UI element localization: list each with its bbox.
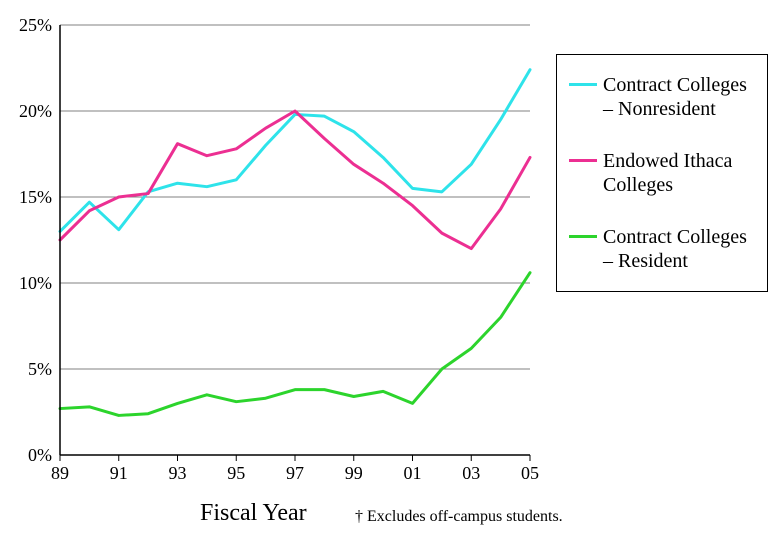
legend-swatch bbox=[569, 159, 597, 162]
legend-swatch bbox=[569, 83, 597, 86]
series-endowed bbox=[60, 111, 530, 249]
legend-entry: Contract Colleges – Resident bbox=[569, 225, 755, 273]
x-tick-label: 95 bbox=[227, 463, 245, 483]
x-axis-title: Fiscal Year bbox=[200, 500, 307, 527]
x-tick-label: 99 bbox=[345, 463, 363, 483]
x-tick-label: 93 bbox=[169, 463, 187, 483]
y-tick-label: 15% bbox=[19, 187, 52, 207]
x-tick-label: 91 bbox=[110, 463, 128, 483]
x-tick-label: 05 bbox=[521, 463, 539, 483]
y-tick-label: 20% bbox=[19, 101, 52, 121]
legend-swatch bbox=[569, 235, 597, 238]
y-tick-label: 5% bbox=[28, 359, 52, 379]
footnote: † Excludes off-campus students. bbox=[355, 508, 563, 526]
legend: Contract Colleges – Nonresident Endowed I… bbox=[556, 54, 768, 292]
x-tick-label: 03 bbox=[462, 463, 480, 483]
legend-entry: Contract Colleges – Nonresident bbox=[569, 73, 755, 121]
x-tick-label: 89 bbox=[51, 463, 69, 483]
legend-label: Contract Colleges – Nonresident bbox=[603, 73, 755, 121]
chart-container: 0% 5% 10% 15% 20% 25% 89 91 93 95 97 99 01 03 05 Contr… bbox=[0, 0, 773, 540]
legend-label: Endowed Ithaca Colleges bbox=[603, 149, 755, 197]
x-tick-label: 97 bbox=[286, 463, 304, 483]
legend-entry: Endowed Ithaca Colleges bbox=[569, 149, 755, 197]
legend-label: Contract Colleges – Resident bbox=[603, 225, 755, 273]
x-tick-label: 01 bbox=[404, 463, 422, 483]
y-tick-label: 10% bbox=[19, 273, 52, 293]
series-contract_nonres bbox=[60, 70, 530, 232]
y-tick-label: 0% bbox=[28, 445, 52, 465]
y-tick-label: 25% bbox=[19, 15, 52, 35]
series-contract_res bbox=[60, 273, 530, 416]
